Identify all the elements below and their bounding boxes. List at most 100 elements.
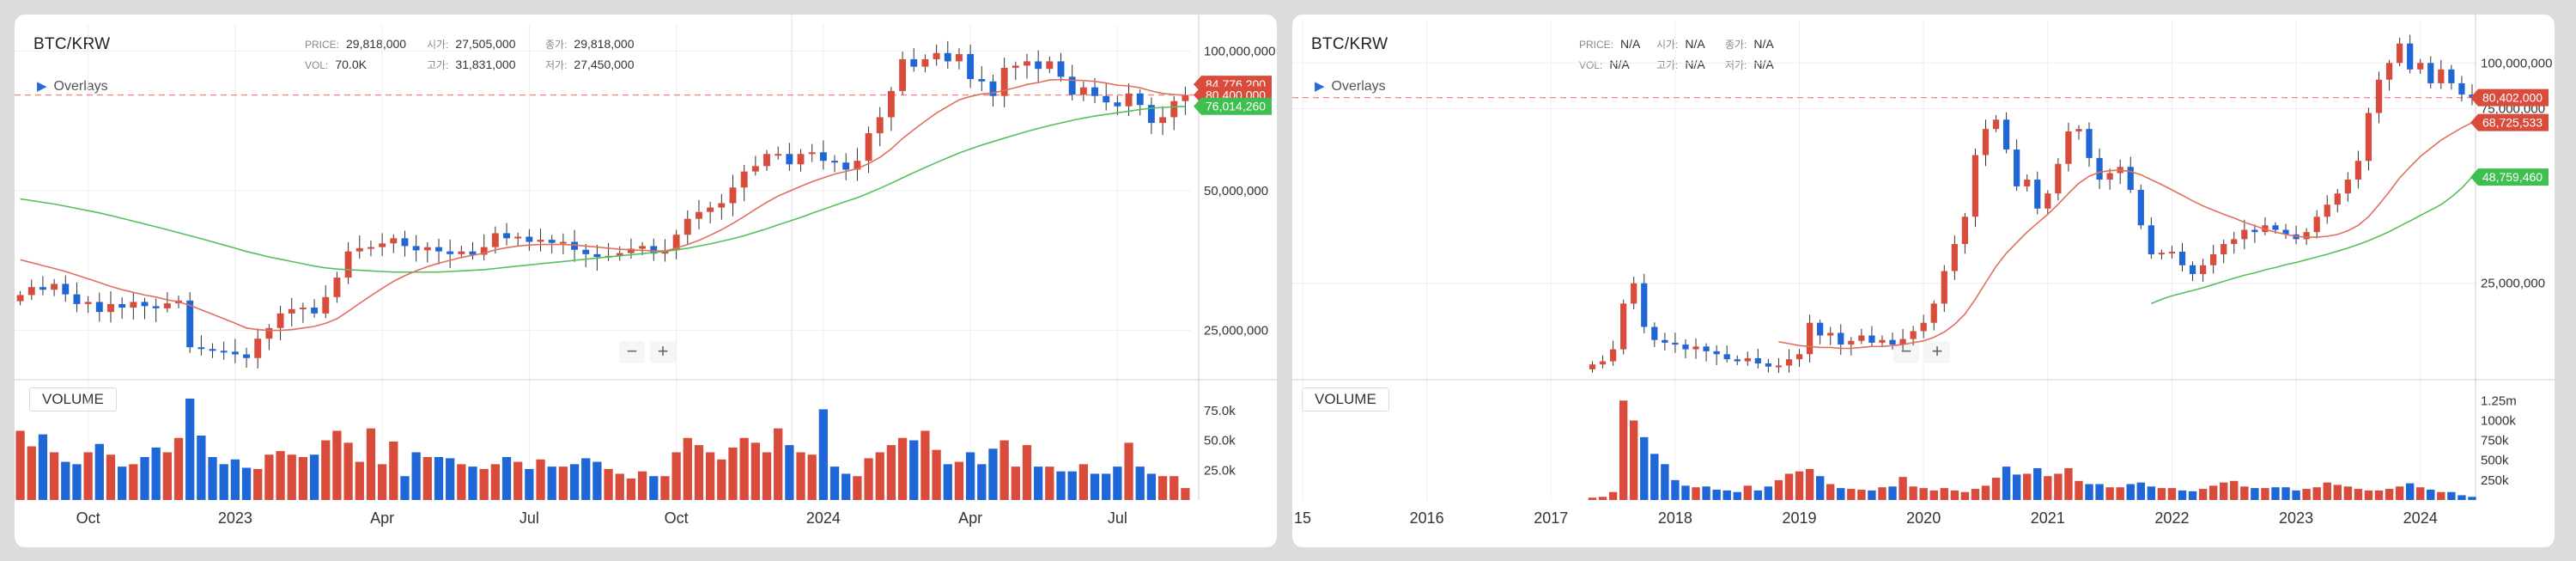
volume-bar [264,454,274,500]
candle-body [1103,95,1110,103]
candle-body [2241,229,2248,240]
candle-body [2024,180,2031,186]
candle-body [2189,265,2196,274]
volume-bar [2271,487,2280,500]
volume-bar [525,468,534,500]
candle-body [2344,180,2351,194]
candle-body [1035,61,1042,70]
candle-body [2137,189,2144,226]
candle-body [1631,283,1637,304]
volume-bar [2064,467,2073,500]
zoom-in-button[interactable]: + [650,341,676,363]
candle-body [1662,339,1668,343]
candle-body [480,247,488,255]
price-badge [1194,97,1272,115]
chart-canvas-right[interactable]: 100,000,00075,000,00025,000,0001.25m1000… [1292,15,2555,547]
volume-bar [1888,486,1897,500]
overlays-toggle[interactable]: ▶ Overlays [37,78,108,95]
volume-bar [1919,488,1928,500]
candle-body [944,52,951,62]
chart-canvas-left[interactable]: 100,000,000 50,000,000 25,000,000 75.0k 50.0… [15,15,1277,547]
candle-body [469,251,477,255]
volume-bar [2126,484,2135,500]
candle-body [2324,204,2330,217]
volume-bar [841,473,851,500]
volume-bar [2085,484,2093,500]
x-tick-label: Jul [1108,509,1127,527]
volume-bar [173,437,184,500]
volume-bar [988,448,998,500]
volume-bar [2023,473,2032,500]
overlays-toggle[interactable]: ▶ Overlays [1315,78,1386,95]
volume-bar [1090,473,1100,500]
candle-body [288,308,295,314]
candle-body [2448,69,2455,83]
volume-bar [2251,488,2259,500]
volume-tick-label: 1.25m [2481,393,2517,408]
candle-body [51,284,58,290]
candle-body [842,162,850,170]
candle-body [2086,129,2093,158]
volume-bar [2437,491,2445,500]
volume-bar [1929,490,1938,500]
volume-bar [2116,487,2124,500]
x-tick-label: Oct [76,509,100,527]
volume-bar [1588,497,1597,500]
volume-bar [954,461,964,500]
x-tick-label: Jul [519,509,539,527]
candle-body [763,154,770,167]
volume-bar [1702,486,1710,500]
candle-body [197,347,205,350]
price-badge [2470,168,2549,186]
candle-body [1147,105,1155,124]
candle-body [865,133,872,162]
volume-bar [2208,485,2218,500]
candle-body [718,203,726,208]
candle-body [379,243,386,247]
volume-bar [2364,490,2373,500]
volume-bar [2054,473,2063,500]
volume-bar [2323,482,2331,500]
candle-body [491,233,499,247]
candle-body [163,303,171,308]
volume-bar [1722,490,1731,500]
volume-bar [366,428,376,500]
x-tick-label: 2021 [2031,509,2065,527]
candle-body [786,154,793,165]
volume-bar [2095,484,2104,500]
candle-body [989,81,997,96]
volume-bar [2395,486,2404,500]
volume-bar [762,452,772,500]
candle-body [344,251,352,278]
candle-body [1682,345,1689,350]
candle-body [1024,61,1030,66]
zoom-out-button[interactable]: − [619,341,645,363]
price-badge [2470,88,2549,107]
candle-body [887,90,895,118]
candle-body [2221,244,2227,255]
candle-body [808,152,816,155]
candle-body [107,303,114,313]
candle-body [276,313,284,328]
volume-bar [1102,473,1111,500]
price-badge-label: 68,725,533 [2482,116,2543,130]
candle-body [2251,229,2258,233]
volume-tick-label: 75.0k [1204,404,1236,418]
candle-body [2438,69,2445,83]
volume-bar [2261,488,2269,500]
candle-body [1079,87,1087,95]
candle-body [458,251,465,254]
candle-body [1046,61,1054,70]
volume-bar [1795,471,1804,500]
volume-bar [886,445,896,500]
volume-bar [1815,476,1825,500]
candle-body [412,246,420,251]
volume-bar [637,471,647,500]
zoom-in-button[interactable]: + [1924,341,1950,363]
candle-body [1920,322,1927,332]
volume-bar [2167,488,2177,500]
volume-bar [1124,442,1133,500]
chart-panel-left: BTC/KRW ▶ Overlays PRICE: 29,818,000 VOL: 7… [15,15,1277,547]
candle-body [423,247,431,251]
candle-body [582,249,590,254]
